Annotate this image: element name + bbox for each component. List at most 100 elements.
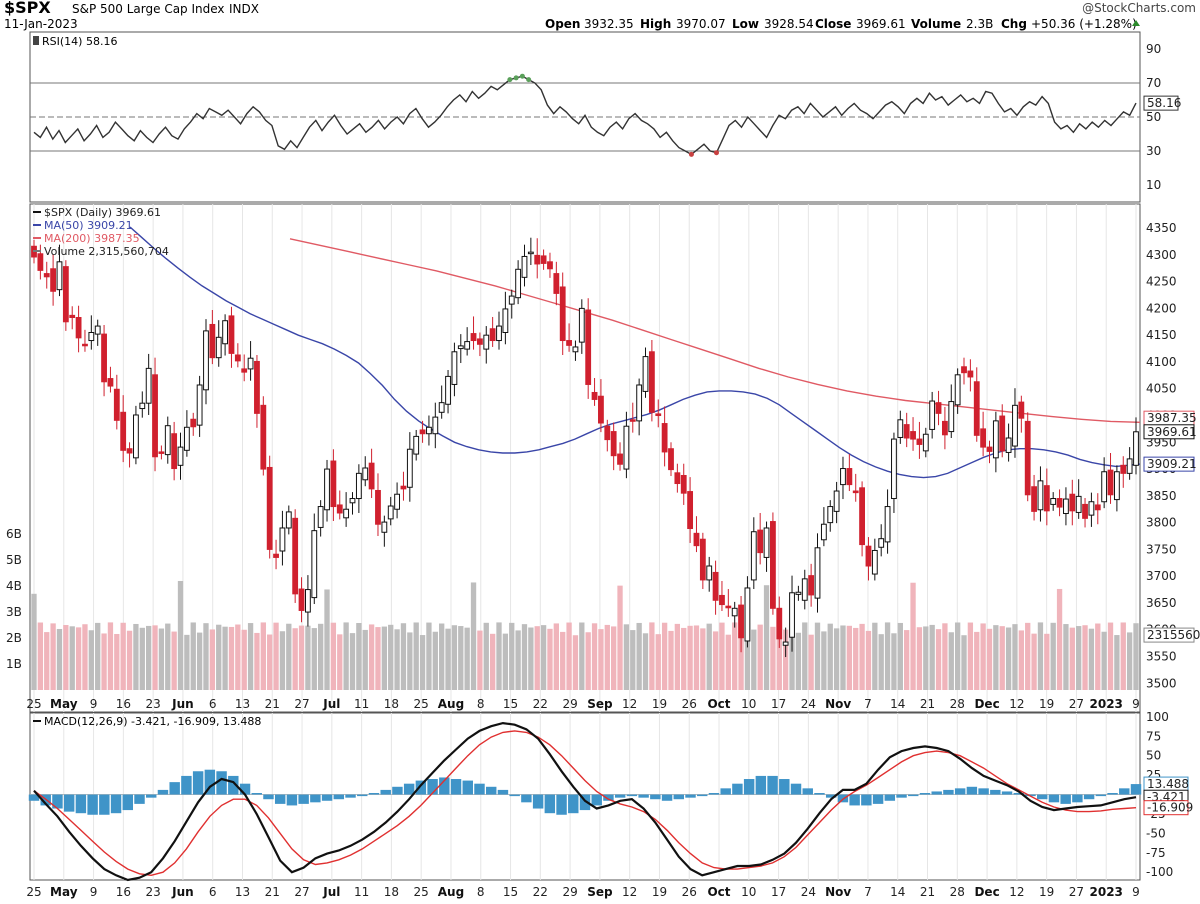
macd-y-tick: -75 bbox=[1146, 846, 1166, 860]
price-y-tick: 3850 bbox=[1146, 489, 1177, 503]
volume-bar bbox=[470, 582, 477, 690]
volume-bar bbox=[241, 629, 247, 690]
candle-body bbox=[1037, 480, 1044, 511]
price-y-tick: 4150 bbox=[1146, 328, 1177, 342]
candle-body bbox=[88, 332, 95, 342]
price-legend-swatch bbox=[33, 237, 41, 239]
volume-bar bbox=[337, 634, 343, 690]
volume-bar bbox=[776, 624, 782, 690]
macd-x-label: 23 bbox=[145, 885, 160, 899]
macd-hist-bar bbox=[521, 794, 532, 803]
candle-body bbox=[795, 591, 802, 595]
volume-bar bbox=[203, 623, 209, 690]
volume-bar bbox=[171, 631, 177, 690]
price-x-label: 8 bbox=[477, 697, 485, 711]
volume-bar bbox=[88, 630, 94, 690]
volume-bar bbox=[808, 634, 814, 690]
volume-bar bbox=[407, 632, 413, 690]
volume-bar bbox=[540, 625, 547, 690]
volume-bar bbox=[942, 623, 948, 690]
volume-bar bbox=[317, 623, 324, 690]
price-y-tick: 3800 bbox=[1146, 516, 1177, 530]
low-label: Low bbox=[732, 17, 759, 31]
candle-body bbox=[706, 565, 713, 581]
chg-value: +50.36 (+1.28%) bbox=[1031, 17, 1137, 31]
macd-hist-bar bbox=[861, 794, 872, 806]
volume-bar bbox=[674, 623, 681, 690]
macd-hist-bar bbox=[943, 789, 954, 795]
volume-bar bbox=[368, 624, 375, 690]
macd-x-label: 19 bbox=[652, 885, 667, 899]
volume-bar bbox=[585, 632, 591, 690]
candle-body bbox=[986, 446, 993, 452]
macd-hist-bar bbox=[1083, 794, 1095, 800]
candle-body bbox=[604, 425, 611, 441]
price-legend-swatch bbox=[33, 224, 41, 226]
macd-hist-bar bbox=[591, 794, 602, 806]
macd-hist-bar bbox=[1119, 788, 1130, 795]
macd-x-label: 16 bbox=[116, 885, 131, 899]
volume-bar bbox=[948, 632, 954, 690]
candle-body bbox=[617, 453, 623, 465]
macd-hist-bar bbox=[978, 788, 989, 795]
ma50-last-value-box bbox=[1143, 456, 1195, 472]
macd-hist-bar bbox=[122, 794, 134, 811]
macd-hist-bar bbox=[732, 783, 743, 795]
rsi-y-tick: 30 bbox=[1146, 144, 1161, 158]
candle-body bbox=[668, 448, 674, 471]
candle-body bbox=[43, 273, 50, 278]
macd-hist-bar bbox=[568, 794, 579, 814]
macd-hist-bar bbox=[403, 783, 415, 795]
volume-bar bbox=[738, 632, 744, 690]
volume-bar bbox=[1120, 622, 1126, 690]
volume-bar bbox=[305, 625, 311, 690]
candle-body bbox=[1120, 464, 1127, 474]
macd-hist-bar bbox=[544, 794, 556, 814]
macd-hist-bar bbox=[462, 780, 473, 795]
volume-bar bbox=[1037, 622, 1044, 690]
macd-signal-last-value-box bbox=[1143, 800, 1189, 816]
volume-axis-label: 5B bbox=[6, 553, 22, 567]
macd-hist-bar bbox=[626, 794, 638, 797]
volume-bar bbox=[69, 626, 75, 690]
macd-x-label: 6 bbox=[209, 885, 217, 899]
volume-bar bbox=[681, 627, 687, 690]
macd-hist-bar bbox=[321, 794, 333, 801]
macd-hist-bar bbox=[192, 771, 204, 795]
volume-bar bbox=[617, 585, 623, 690]
volume-bar bbox=[668, 630, 674, 690]
volume-bar bbox=[349, 633, 356, 690]
candle-body bbox=[527, 251, 534, 255]
price-x-label: 23 bbox=[145, 697, 160, 711]
price-x-label: 19 bbox=[1039, 697, 1054, 711]
candle-body bbox=[171, 433, 178, 470]
candle-body bbox=[56, 261, 63, 291]
volume-bar bbox=[598, 629, 604, 690]
macd-x-label: Oct bbox=[707, 885, 730, 899]
macd-x-label: 17 bbox=[771, 885, 786, 899]
macd-hist-bar bbox=[63, 794, 75, 812]
price-x-label: 9 bbox=[1132, 697, 1140, 711]
volume-bar bbox=[286, 623, 292, 690]
candle-body bbox=[203, 330, 209, 391]
macd-hist-bar bbox=[556, 794, 567, 815]
candle-body bbox=[113, 388, 120, 421]
ma50-line bbox=[129, 226, 1141, 479]
volume-bar bbox=[158, 628, 165, 690]
candle-body bbox=[1107, 469, 1114, 496]
volume-bar bbox=[833, 628, 840, 690]
macd-hist-bar bbox=[685, 794, 696, 798]
candle-body bbox=[655, 413, 662, 417]
macd-hist-bar bbox=[204, 769, 216, 795]
volume-bar bbox=[1126, 632, 1133, 690]
macd-hist-bar bbox=[614, 794, 626, 798]
volume-bar bbox=[260, 622, 266, 690]
volume-bar bbox=[1005, 627, 1012, 690]
price-legend-item: MA(200) 3987.35 bbox=[44, 232, 140, 245]
price-x-label: 24 bbox=[801, 697, 816, 711]
volume-bar bbox=[795, 632, 802, 690]
macd-hist-bar bbox=[814, 793, 825, 795]
candle-body bbox=[1075, 495, 1082, 513]
volume-bar bbox=[445, 628, 451, 690]
